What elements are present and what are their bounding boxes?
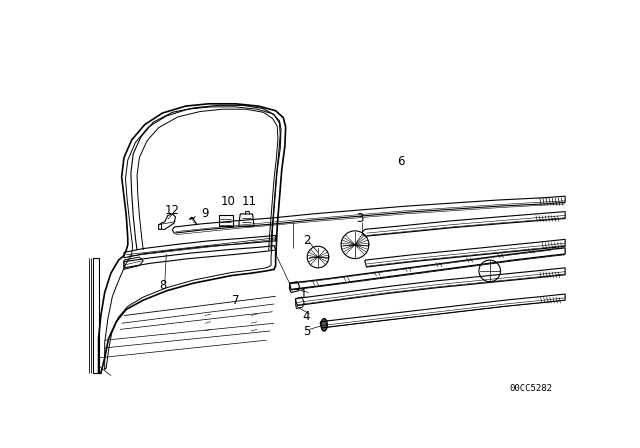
- Text: 2: 2: [303, 233, 310, 246]
- Text: 3: 3: [356, 212, 364, 225]
- Text: 7: 7: [232, 293, 239, 307]
- Text: 10: 10: [220, 195, 236, 208]
- Text: 4: 4: [303, 310, 310, 323]
- Text: 11: 11: [242, 195, 257, 208]
- Polygon shape: [321, 319, 327, 331]
- Text: 12: 12: [164, 203, 179, 216]
- Text: 8: 8: [159, 279, 166, 292]
- Text: 5: 5: [303, 325, 310, 338]
- Text: 1: 1: [300, 288, 307, 301]
- Text: 6: 6: [397, 155, 405, 168]
- Text: 00CC5282: 00CC5282: [510, 383, 553, 392]
- Text: 9: 9: [201, 207, 209, 220]
